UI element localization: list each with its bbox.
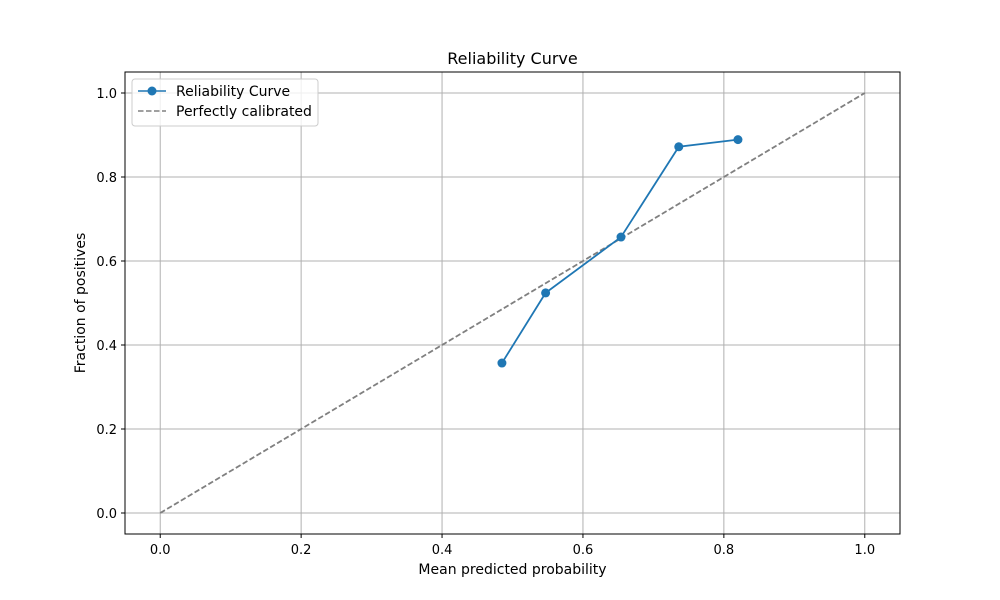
legend-label-perfect: Perfectly calibrated (176, 104, 312, 120)
series-layer (497, 135, 743, 368)
perfectly-calibrated-line (159, 92, 866, 514)
reliability-point (674, 142, 684, 152)
y-tick-label: 0.4 (96, 339, 117, 354)
x-tick-label: 0.8 (714, 543, 735, 558)
y-tick-label: 0.2 (96, 423, 117, 438)
reliability-point (733, 135, 743, 145)
reliability-point (497, 358, 507, 368)
reliability-point (541, 288, 551, 298)
legend-box (131, 78, 319, 127)
legend-marker-reliability (147, 86, 157, 96)
plot-area-frame (124, 71, 901, 535)
x-tick-label: 0.4 (432, 543, 453, 558)
y-tick-label: 0.8 (96, 171, 117, 186)
grid (125, 72, 900, 534)
y-axis-label: Fraction of positives (73, 233, 89, 374)
legend: Reliability Curve Perfectly calibrated (131, 78, 319, 127)
x-axis-label: Mean predicted probability (418, 562, 606, 578)
y-tick-label: 0.0 (96, 507, 117, 522)
y-tick-label: 0.6 (96, 255, 117, 270)
legend-label-reliability: Reliability Curve (176, 84, 290, 100)
x-tick-label: 1.0 (854, 543, 875, 558)
y-axis: 0.0 0.2 0.4 0.6 0.8 1.0 (96, 87, 125, 522)
x-tick-label: 0.0 (150, 543, 171, 558)
x-tick-label: 0.2 (291, 543, 312, 558)
y-tick-label: 1.0 (96, 87, 117, 102)
x-tick-label: 0.6 (573, 543, 594, 558)
reliability-point (616, 232, 626, 242)
diagonal-layer (159, 92, 866, 514)
chart-title: Reliability Curve (447, 49, 577, 68)
x-axis: 0.0 0.2 0.4 0.6 0.8 1.0 (150, 534, 875, 558)
